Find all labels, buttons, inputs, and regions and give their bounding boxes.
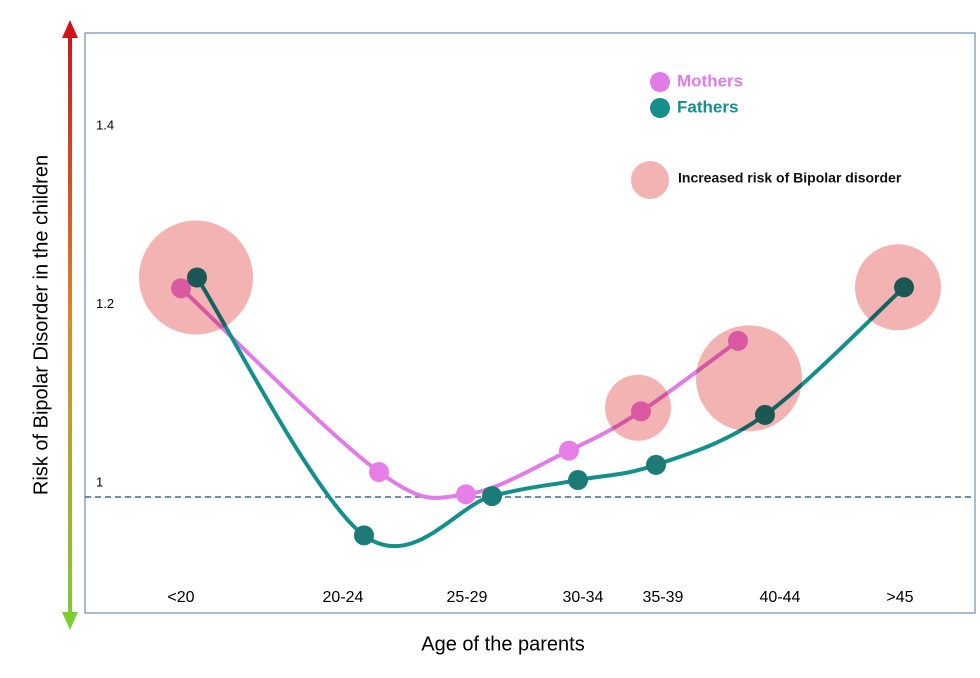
data-point xyxy=(646,454,666,475)
series-line xyxy=(195,276,906,549)
data-point xyxy=(456,484,476,505)
x-tick-label: 30-34 xyxy=(563,589,604,606)
x-tick-label: 25-29 xyxy=(447,589,488,606)
x-tick-label: 35-39 xyxy=(643,589,684,606)
y-arrow xyxy=(62,20,78,630)
data-point xyxy=(568,470,588,491)
legend-marker xyxy=(650,98,670,118)
legend-marker xyxy=(631,161,669,199)
legend-label: Fathers xyxy=(677,97,738,116)
data-point xyxy=(482,486,502,507)
y-tick-label: 1.4 xyxy=(96,118,114,133)
y-axis-label: Risk of Bipolar Disorder in the children xyxy=(30,155,52,495)
risk-bubble xyxy=(855,244,941,331)
data-point xyxy=(354,525,374,546)
y-tick-label: 1 xyxy=(96,474,103,489)
legend-marker xyxy=(650,72,670,92)
x-axis-label: Age of the parents xyxy=(421,633,584,655)
y-tick-label: 1.2 xyxy=(96,296,114,311)
risk-bubble xyxy=(605,374,671,441)
plot-frame xyxy=(84,32,976,614)
x-tick-label: 40-44 xyxy=(760,589,801,606)
risk-bubble xyxy=(139,220,253,335)
x-tick-label: >45 xyxy=(886,589,913,606)
legend-label: Mothers xyxy=(677,71,743,90)
data-point xyxy=(369,462,389,483)
x-tick-label: <20 xyxy=(167,589,194,606)
data-point xyxy=(559,440,579,461)
legend-label: Increased risk of Bipolar disorder xyxy=(678,170,902,186)
risk-bubble xyxy=(696,325,802,432)
x-tick-label: 20-24 xyxy=(323,589,364,606)
